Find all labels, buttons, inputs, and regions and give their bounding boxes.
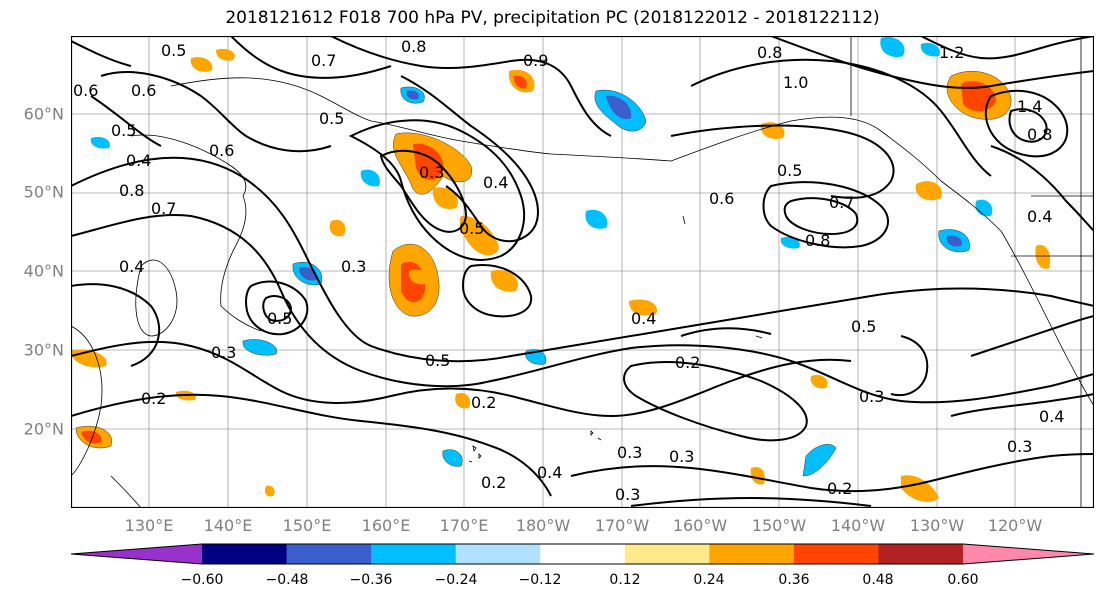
contour-label: 1.4 <box>1017 97 1042 116</box>
contour-label: 0.3 <box>617 443 642 462</box>
lat-label-20n: 20°N <box>23 419 64 439</box>
map-border <box>71 36 1094 508</box>
lat-label-40n: 40°N <box>23 261 64 281</box>
colorbar-svg <box>70 543 1095 565</box>
contour-label: 0.7 <box>311 51 336 70</box>
colorbar-segment <box>709 544 795 564</box>
contour-label: 0.3 <box>419 163 444 182</box>
contour-label: 0.5 <box>425 351 450 370</box>
colorbar-tick-label: 0.24 <box>693 572 725 588</box>
contour-label: 0.4 <box>631 309 656 328</box>
contour-label: 0.5 <box>267 309 292 328</box>
colorbar-tick-label: −0.24 <box>434 572 478 588</box>
contour-label: 0.4 <box>1039 407 1064 426</box>
contour-label: 1.2 <box>939 43 964 62</box>
map-title: 2018121612 F018 700 hPa PV, precipitatio… <box>225 8 880 28</box>
colorbar-segment <box>202 544 288 564</box>
contour-label: 0.5 <box>111 121 136 140</box>
contour-label: 0.3 <box>669 447 694 466</box>
contour-label: 0.2 <box>471 393 496 412</box>
map-plot: 0.6 0.5 0.7 0.8 0.9 0.8 1.0 1.2 1.4 0.8 … <box>71 36 1094 508</box>
contour-label: 0.8 <box>401 37 426 56</box>
contour-label: 0.3 <box>859 387 884 406</box>
contour-label: 0.8 <box>119 181 144 200</box>
contour-label: 0.4 <box>1027 207 1052 226</box>
colorbar-segment <box>624 544 710 564</box>
contour-label: 0.5 <box>319 109 344 128</box>
contour-labels: 0.6 0.5 0.7 0.8 0.9 0.8 1.0 1.2 1.4 0.8 … <box>73 37 1064 504</box>
contour-label: 0.5 <box>459 219 484 238</box>
colorbar-extend-min <box>71 544 202 564</box>
lon-label-170w: 170°W <box>594 516 650 535</box>
colorbar-segment <box>286 544 372 564</box>
colorbar-tick-label: 0.36 <box>778 572 810 588</box>
contour-label: 0.6 <box>709 189 734 208</box>
contour-label: 0.5 <box>777 161 802 180</box>
contour-label: 0.3 <box>341 257 366 276</box>
contour-label: 0.2 <box>141 389 166 408</box>
contour-label: 0.5 <box>161 41 186 60</box>
colorbar-tick-label: −0.48 <box>265 572 309 588</box>
lon-label-130w: 130°W <box>909 516 965 535</box>
lon-label-130e: 130°E <box>124 516 174 535</box>
contour-label: 0.4 <box>119 257 144 276</box>
colorbar <box>70 543 1095 565</box>
lat-label-50n: 50°N <box>23 182 64 202</box>
contour-label: 0.5 <box>851 317 876 336</box>
lon-label-180w: 180°W <box>515 516 571 535</box>
lat-label-30n: 30°N <box>23 340 64 360</box>
contour-label: 0.7 <box>829 193 854 212</box>
colorbar-tick-label: −0.36 <box>349 572 393 588</box>
contour-label: 0.9 <box>523 51 548 70</box>
contour-label: 0.2 <box>827 479 852 498</box>
colorbar-segment <box>878 544 964 564</box>
contour-label: 0.8 <box>1027 125 1052 144</box>
contour-label: 0.3 <box>1007 437 1032 456</box>
colorbar-segment <box>540 544 626 564</box>
contour-label: 0.8 <box>757 43 782 62</box>
colorbar-tick-label: −0.12 <box>518 572 562 588</box>
colorbar-extend-max <box>963 544 1094 564</box>
lon-label-150w: 150°W <box>751 516 807 535</box>
contour-label: 0.6 <box>131 81 156 100</box>
contour-label: 0.4 <box>537 463 562 482</box>
contour-label: 1.0 <box>783 73 808 92</box>
colorbar-outline <box>70 543 1095 565</box>
lon-label-160e: 160°E <box>361 516 411 535</box>
contour-label: 0.3 <box>615 485 640 504</box>
contour-label: 0.4 <box>126 151 151 170</box>
contour-label: 0.2 <box>675 353 700 372</box>
contour-label: 0.2 <box>481 473 506 492</box>
colorbar-tick-label: 0.60 <box>947 572 979 588</box>
graticule <box>71 36 1094 508</box>
lon-label-140e: 140°E <box>203 516 253 535</box>
colorbar-tick-label: −0.60 <box>180 572 224 588</box>
colorbar-segment <box>371 544 457 564</box>
lon-label-120w: 120°W <box>987 516 1043 535</box>
contour-label: 0.6 <box>209 141 234 160</box>
contour-label: 0.3 <box>211 343 236 362</box>
coastlines <box>71 36 1094 508</box>
pv-contours <box>71 36 1094 507</box>
contour-label: 0.6 <box>73 81 98 100</box>
lon-label-140w: 140°W <box>830 516 886 535</box>
contour-label: 0.7 <box>151 199 176 218</box>
contour-label: 0.4 <box>483 173 508 192</box>
lon-label-170e: 170°E <box>439 516 489 535</box>
lat-label-60n: 60°N <box>23 104 64 124</box>
colorbar-segment <box>455 544 541 564</box>
lon-label-150e: 150°E <box>282 516 332 535</box>
colorbar-tick-label: 0.48 <box>862 572 894 588</box>
colorbar-tick-label: 0.12 <box>609 572 641 588</box>
colorbar-segment <box>793 544 879 564</box>
contour-label: 0.8 <box>805 231 830 250</box>
lon-label-160w: 160°W <box>672 516 728 535</box>
map-svg: 0.6 0.5 0.7 0.8 0.9 0.8 1.0 1.2 1.4 0.8 … <box>71 36 1094 508</box>
